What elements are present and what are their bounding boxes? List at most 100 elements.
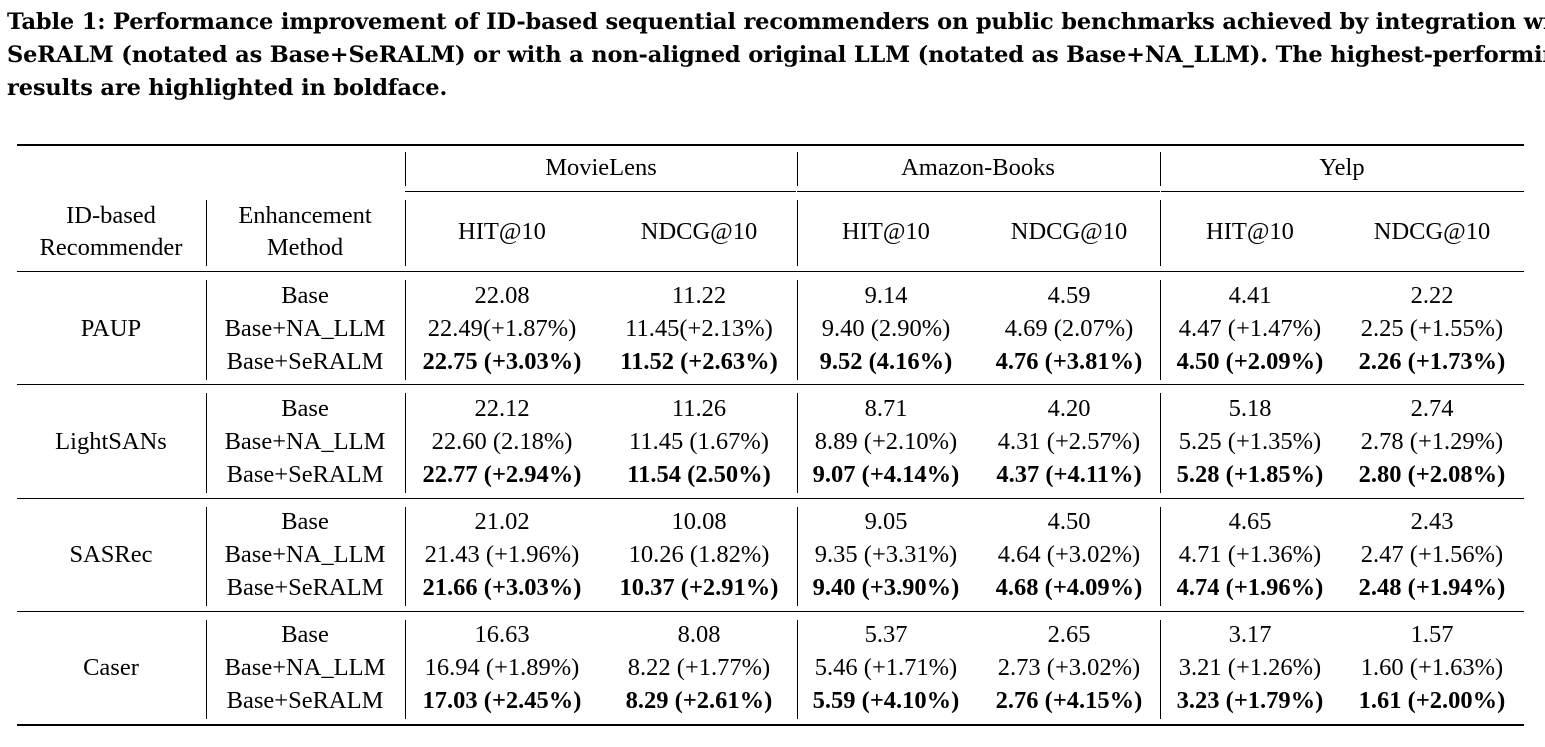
table-cell: 10.08	[671, 508, 727, 535]
table-cell: 9.52 (4.16%)	[819, 348, 953, 375]
recommender-header: ID-based	[66, 202, 156, 229]
table-cell: 8.08	[677, 621, 721, 648]
table-cell: 3.23 (+1.79%)	[1176, 687, 1324, 714]
column-separator	[206, 200, 207, 266]
method-label: Base+SeRALM	[226, 574, 384, 601]
metric-header: HIT@10	[458, 218, 546, 245]
method-header: Method	[266, 234, 344, 261]
table-cell: 10.26 (1.82%)	[628, 541, 770, 568]
recommender-name: LightSANs	[55, 428, 167, 455]
table-cell: 4.47 (+1.47%)	[1178, 315, 1322, 342]
column-separator	[1160, 152, 1161, 186]
method-label: Base	[281, 508, 329, 535]
table-cell: 2.73 (+3.02%)	[997, 654, 1141, 681]
table-cell: 4.74 (+1.96%)	[1176, 574, 1324, 601]
column-separator	[797, 507, 798, 606]
table-cell: 4.69 (2.07%)	[1004, 315, 1134, 342]
table-cell: 1.60 (+1.63%)	[1360, 654, 1504, 681]
column-separator	[1160, 393, 1161, 493]
table-cell: 11.52 (+2.63%)	[620, 348, 778, 375]
table-cell: 9.14	[864, 282, 908, 309]
method-label: Base+SeRALM	[226, 461, 384, 488]
column-separator	[206, 393, 207, 493]
method-header: Enhancement	[238, 202, 372, 229]
table-cell: 2.65	[1047, 621, 1091, 648]
header-rule	[17, 271, 1524, 272]
column-separator	[797, 200, 798, 266]
table-cell: 4.41	[1228, 282, 1272, 309]
bottom-rule	[17, 724, 1524, 726]
recommender-name: SASRec	[69, 541, 153, 568]
table-cell: 4.37 (+4.11%)	[996, 461, 1142, 488]
metric-header: HIT@10	[842, 218, 930, 245]
caption-line: Table 1: Performance improvement of ID-b…	[7, 9, 1545, 35]
dataset-underline	[797, 191, 1160, 192]
table-cell: 4.20	[1047, 395, 1091, 422]
table-cell: 5.28 (+1.85%)	[1176, 461, 1324, 488]
table-cell: 2.25 (+1.55%)	[1360, 315, 1504, 342]
method-label: Base+NA_LLM	[224, 428, 386, 455]
table-cell: 2.48 (+1.94%)	[1358, 574, 1506, 601]
table-cell: 8.29 (+2.61%)	[625, 687, 773, 714]
table-cell: 2.26 (+1.73%)	[1358, 348, 1506, 375]
column-separator	[1160, 200, 1161, 266]
table-cell: 4.71 (+1.36%)	[1178, 541, 1322, 568]
table-cell: 21.66 (+3.03%)	[422, 574, 582, 601]
table-cell: 16.63	[474, 621, 530, 648]
column-separator	[405, 620, 406, 719]
column-separator	[797, 393, 798, 493]
table-cell: 4.68 (+4.09%)	[995, 574, 1143, 601]
column-separator	[405, 200, 406, 266]
column-separator	[1160, 280, 1161, 380]
table-cell: 9.05	[864, 508, 908, 535]
column-separator	[797, 280, 798, 380]
table-cell: 22.77 (+2.94%)	[422, 461, 582, 488]
table-cell: 21.43 (+1.96%)	[424, 541, 580, 568]
table-cell: 5.59 (+4.10%)	[812, 687, 960, 714]
metric-header: HIT@10	[1206, 218, 1294, 245]
table-cell: 5.37	[864, 621, 908, 648]
table-cell: 22.75 (+3.03%)	[422, 348, 582, 375]
dataset-underline	[405, 191, 796, 192]
method-label: Base+NA_LLM	[224, 654, 386, 681]
table-caption: Table 1: Performance improvement of ID-b…	[7, 6, 1545, 105]
table-cell: 3.17	[1228, 621, 1272, 648]
column-separator	[206, 507, 207, 606]
table-cell: 11.54 (2.50%)	[627, 461, 771, 488]
table-cell: 11.22	[671, 282, 727, 309]
metric-header: NDCG@10	[1373, 218, 1491, 245]
column-separator	[1160, 620, 1161, 719]
top-rule	[17, 144, 1524, 146]
table-cell: 4.76 (+3.81%)	[995, 348, 1143, 375]
group-rule	[17, 611, 1524, 612]
table-cell: 2.80 (+2.08%)	[1358, 461, 1506, 488]
metric-header: NDCG@10	[1010, 218, 1128, 245]
method-label: Base+NA_LLM	[224, 315, 386, 342]
recommender-name: PAUP	[80, 315, 142, 342]
metric-header: NDCG@10	[640, 218, 758, 245]
column-separator	[1160, 507, 1161, 606]
method-label: Base	[281, 621, 329, 648]
method-label: Base+SeRALM	[226, 687, 384, 714]
table-cell: 11.45(+2.13%)	[625, 315, 773, 342]
table-cell: 1.57	[1410, 621, 1454, 648]
recommender-name: Caser	[83, 654, 139, 681]
table-cell: 1.61 (+2.00%)	[1358, 687, 1506, 714]
table-cell: 16.94 (+1.89%)	[424, 654, 580, 681]
table-cell: 8.89 (+2.10%)	[814, 428, 958, 455]
group-rule	[17, 498, 1524, 499]
table-cell: 3.21 (+1.26%)	[1178, 654, 1322, 681]
table-cell: 21.02	[474, 508, 530, 535]
table-cell: 5.25 (+1.35%)	[1178, 428, 1322, 455]
recommender-header: Recommender	[39, 234, 183, 261]
column-separator	[405, 507, 406, 606]
table-cell: 2.22	[1410, 282, 1454, 309]
table-cell: 4.31 (+2.57%)	[997, 428, 1141, 455]
table-cell: 8.22 (+1.77%)	[627, 654, 771, 681]
table-cell: 9.07 (+4.14%)	[812, 461, 960, 488]
dataset-header: Amazon-Books	[901, 154, 1055, 181]
method-label: Base	[281, 282, 329, 309]
group-rule	[17, 384, 1524, 385]
dataset-underline	[1161, 191, 1524, 192]
table-cell: 4.50 (+2.09%)	[1176, 348, 1324, 375]
